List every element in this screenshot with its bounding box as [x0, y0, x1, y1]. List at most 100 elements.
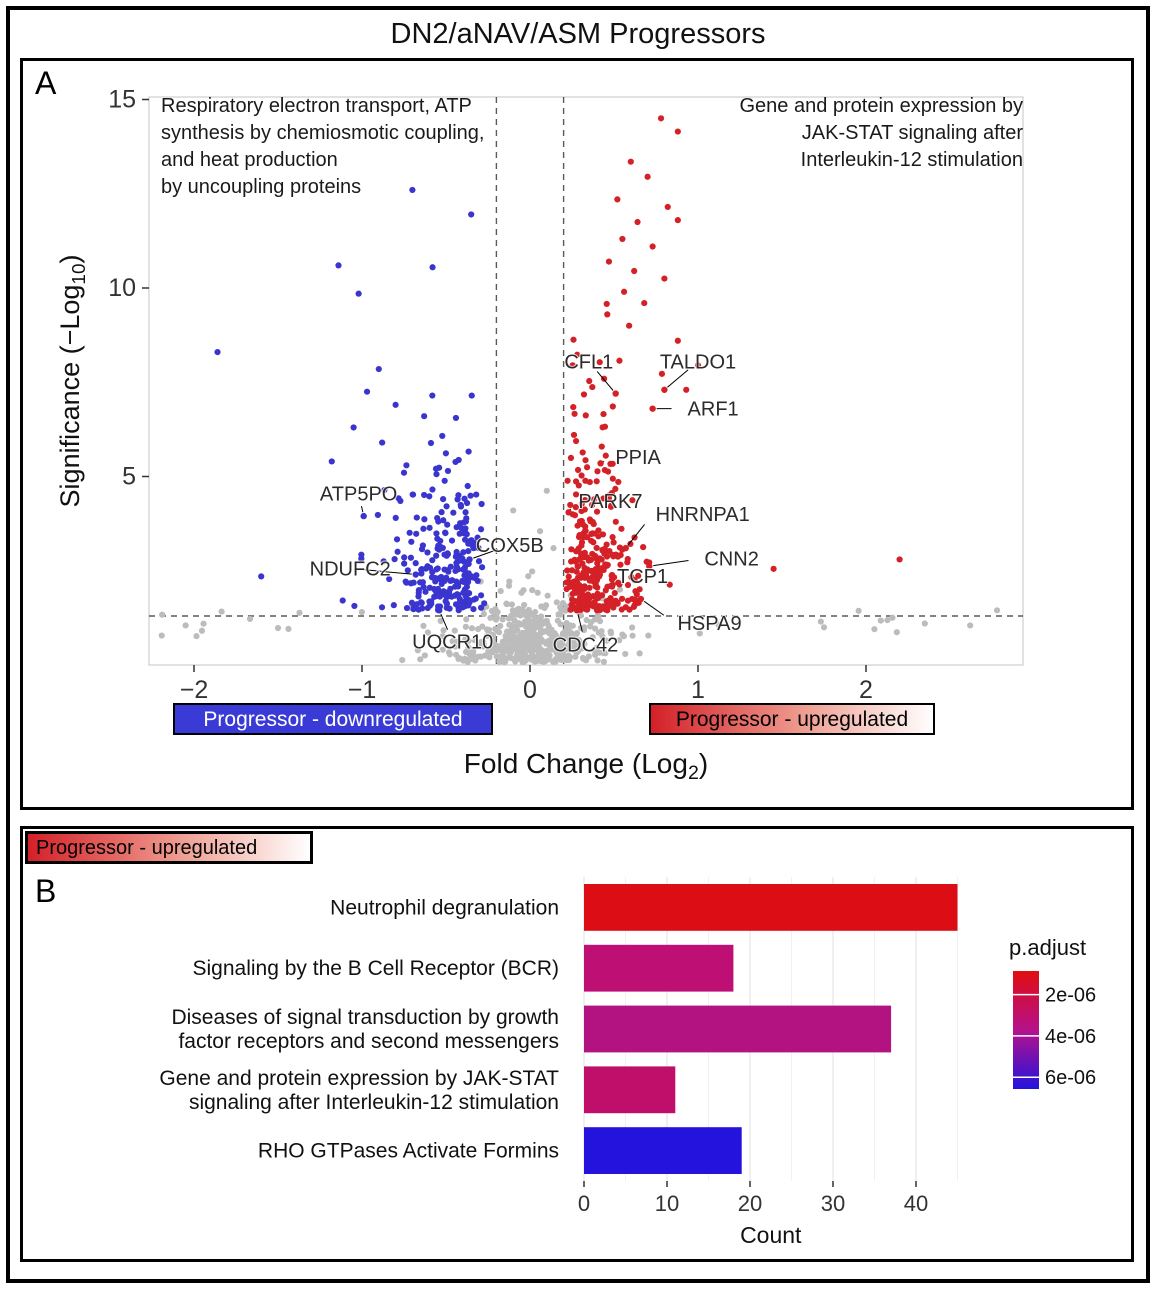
scatter-point [381, 486, 388, 494]
scatter-point [477, 526, 485, 533]
scatter-point [591, 496, 598, 503]
scatter-point [393, 536, 401, 543]
scatter-point [594, 657, 601, 664]
scatter-point [605, 492, 613, 499]
scatter-point [490, 646, 497, 653]
scatter-point [570, 431, 578, 439]
scatter-point [421, 652, 428, 659]
scatter-point [453, 638, 460, 646]
scatter-point [437, 617, 444, 625]
scatter-point [644, 173, 651, 180]
scatter-point [531, 630, 538, 638]
scatter-point [576, 599, 583, 606]
scatter-point [159, 611, 166, 618]
scatter-point [572, 491, 580, 498]
scatter-point [456, 530, 463, 537]
bar [584, 884, 958, 931]
scatter-point [614, 553, 622, 560]
scatter-point [578, 500, 586, 507]
scatter-point [620, 288, 628, 295]
annotation-line: JAK-STAT signaling after [801, 122, 1023, 144]
scatter-point [358, 608, 365, 616]
scatter-point [543, 487, 550, 494]
gene-label: UQCR10 [412, 632, 493, 654]
gene-point [436, 607, 443, 614]
scatter-point [594, 468, 601, 475]
gene-point [646, 563, 653, 570]
scatter-point [432, 574, 439, 582]
scatter-point [477, 592, 485, 599]
scatter-point [589, 383, 596, 391]
scatter-point [380, 558, 387, 565]
scatter-point [609, 475, 616, 482]
scatter-point [607, 630, 615, 637]
scatter-point [489, 640, 497, 647]
scatter-point [575, 637, 583, 644]
bar-x-axis-title: Count [740, 1222, 802, 1248]
scatter-point [683, 386, 690, 393]
scatter-point [392, 401, 399, 408]
scatter-point [603, 561, 610, 568]
scatter-point [593, 544, 600, 552]
scatter-point [589, 530, 596, 537]
scatter-point [573, 629, 581, 637]
scatter-point [468, 392, 475, 399]
gene-point [360, 512, 367, 520]
scatter-point [426, 584, 433, 591]
scatter-point [596, 359, 603, 366]
x-tick-label: 40 [904, 1191, 928, 1216]
scatter-point [599, 633, 606, 640]
scatter-point [432, 587, 439, 595]
gene-point [661, 386, 668, 393]
annotation-downregulated-pathway: Respiratory electron transport, ATP synt… [161, 93, 551, 201]
scatter-point [567, 454, 575, 461]
scatter-point [525, 573, 532, 580]
scatter-point [561, 628, 569, 635]
scatter-point [595, 629, 602, 636]
annotation-line: and heat production [161, 149, 338, 171]
scatter-point [465, 448, 472, 455]
scatter-point [461, 530, 468, 537]
y-tick-label: 15 [108, 86, 136, 114]
scatter-point [480, 610, 487, 618]
threshold-lines [149, 97, 1023, 665]
scatter-point [511, 617, 518, 624]
scatter-point [394, 548, 401, 555]
scatter-point [632, 597, 639, 604]
scatter-point [442, 529, 449, 536]
scatter-point [631, 267, 638, 275]
scatter-point [627, 158, 634, 165]
scatter-point [694, 362, 702, 369]
scatter-point [507, 649, 514, 656]
scatter-point [463, 633, 470, 641]
scatter-point [182, 622, 189, 629]
scatter-point [626, 322, 633, 329]
scatter-point [478, 500, 485, 508]
scatter-point [967, 622, 974, 629]
scatter-point [274, 624, 282, 632]
scatter-point [198, 627, 206, 634]
scatter-point [440, 496, 447, 503]
scatter-point [612, 485, 619, 492]
scatter-point [447, 585, 454, 592]
scatter-point [589, 501, 596, 509]
scatter-point [419, 579, 426, 586]
scatter-point [569, 590, 576, 597]
scatter-point [574, 351, 581, 358]
scatter-point [519, 606, 526, 613]
scatter-point [534, 589, 541, 596]
gene-point [637, 595, 645, 603]
scatter-point [478, 564, 486, 571]
scatter-point [622, 650, 629, 658]
scatter-point [629, 632, 636, 639]
scatter-point [408, 538, 415, 545]
scatter-point [433, 471, 440, 478]
scatter-point [636, 586, 643, 593]
scatter-point [616, 581, 623, 588]
scatter-point [586, 377, 593, 385]
scatter-point [528, 635, 535, 642]
scatter-point [461, 536, 469, 543]
panel-b-label: B [35, 873, 57, 909]
scatter-point [611, 589, 618, 597]
gene-label: CDC42 [553, 634, 619, 656]
